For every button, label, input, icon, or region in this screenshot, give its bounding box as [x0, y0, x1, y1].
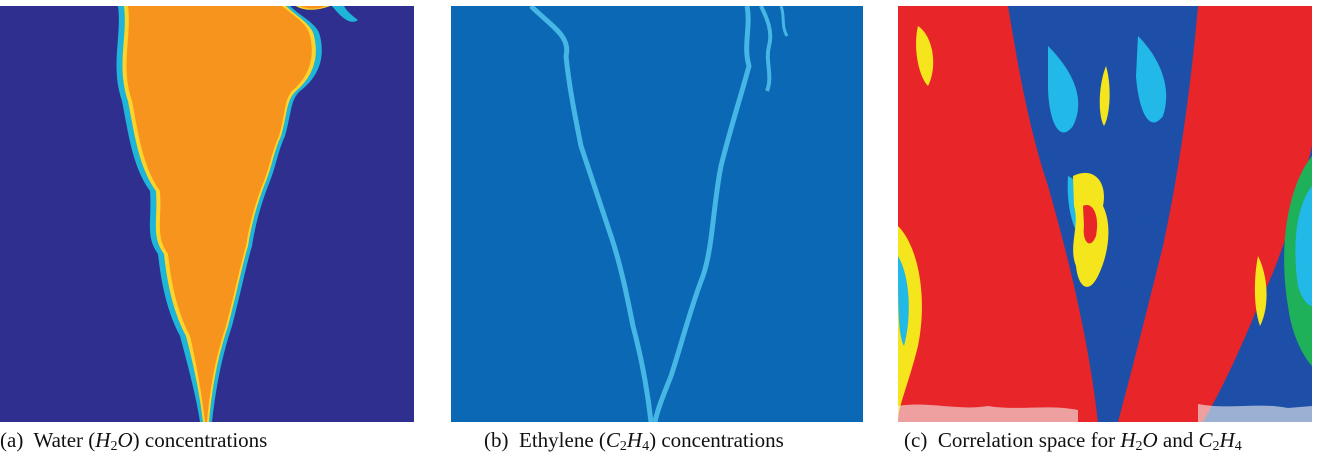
formula-sub: 2	[1212, 439, 1220, 454]
formula-sub: 4	[642, 439, 650, 454]
ethylene-concentration-image	[451, 6, 863, 422]
formula-o: O	[1142, 428, 1158, 452]
formula-sub: 2	[110, 439, 118, 454]
caption-text: Water (	[33, 428, 96, 452]
formula-o: O	[117, 428, 133, 452]
caption-text: Correlation space for	[937, 428, 1121, 452]
caption-tag: (a)	[0, 428, 24, 452]
formula-c: C	[1198, 428, 1213, 452]
caption-water: (a) Water (H2O) concentrations	[0, 428, 268, 454]
formula-sub: 2	[1135, 439, 1143, 454]
caption-text: Ethylene (	[519, 428, 606, 452]
caption-ethylene: (b) Ethylene (C2H4) concentrations	[484, 428, 784, 454]
caption-text-after: ) concentrations	[649, 428, 784, 452]
caption-text-middle: and	[1157, 428, 1199, 452]
formula-h: H	[1219, 428, 1235, 452]
formula-h: H	[626, 428, 643, 452]
caption-correlation: (c) Correlation space for H2O and C2H4	[904, 428, 1242, 454]
caption-tag: (b)	[484, 428, 509, 452]
formula-h: H	[95, 428, 111, 452]
caption-tag: (c)	[904, 428, 928, 452]
formula-sub: 2	[619, 439, 627, 454]
formula-h: H	[1120, 428, 1136, 452]
correlation-space-image	[898, 6, 1312, 422]
caption-text-after: ) concentrations	[132, 428, 268, 452]
formula-c: C	[605, 428, 620, 452]
formula-sub: 4	[1234, 439, 1242, 454]
water-concentration-image	[0, 6, 414, 422]
